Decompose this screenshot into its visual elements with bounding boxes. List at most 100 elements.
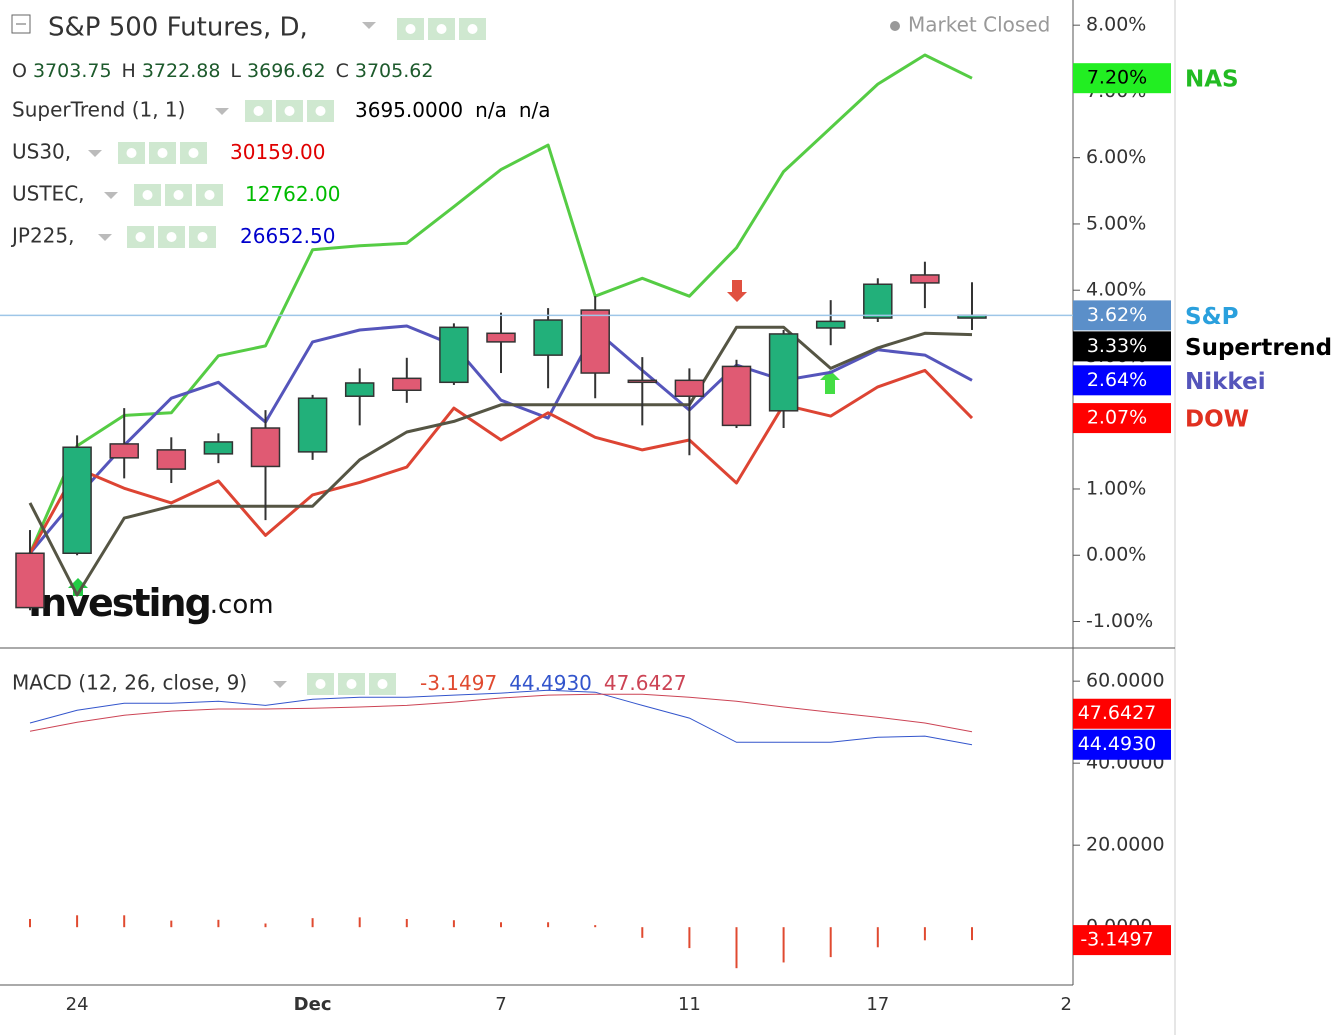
icon-glyph [315, 679, 326, 689]
x-tick-label: 2 [1060, 994, 1071, 1015]
price-tag-label: 47.6427 [1078, 702, 1157, 724]
indicator-values: 3695.0000 n/a n/a [355, 98, 551, 122]
candle-body [674, 379, 705, 397]
ohlc-value: 3703.75 [33, 60, 112, 82]
candle-body [344, 382, 375, 397]
price-tag [1073, 63, 1171, 94]
indicator-value: 26652.50 [240, 224, 335, 248]
candle-body [533, 319, 563, 356]
collapse-button[interactable] [11, 14, 31, 34]
price-tag-label: 44.4930 [1078, 733, 1157, 755]
indicator-name: MACD (12, 26, close, 9) [12, 671, 247, 695]
dropdown[interactable] [215, 108, 229, 115]
indicator-name: US30, [12, 140, 71, 164]
ohlc-key: L [230, 60, 241, 82]
ohlc-key: H [122, 60, 136, 82]
x-tick-label: 17 [866, 994, 889, 1015]
x-tick-label: 11 [678, 994, 701, 1015]
series-line [28, 324, 973, 555]
candle-body [392, 377, 422, 392]
ohlc-key: C [336, 60, 349, 82]
indicator-values: 12762.00 [245, 182, 340, 206]
candle-body [156, 449, 187, 470]
icon-glyph [253, 106, 264, 116]
y-tick-label: -1.00% [1086, 610, 1153, 632]
dropdown[interactable] [98, 234, 112, 241]
y-tick-label: 20.0000 [1086, 834, 1165, 856]
candle-body [910, 274, 940, 284]
candle-body [250, 427, 281, 468]
y-tick-label: 5.00% [1086, 212, 1146, 234]
dropdown[interactable] [362, 22, 376, 29]
series-name: DOW [1185, 407, 1249, 433]
price-tag [1073, 365, 1171, 396]
y-tick-label: 60.0000 [1086, 670, 1165, 692]
ohlc-value: 3705.62 [355, 60, 434, 82]
series-line [28, 325, 973, 597]
series-name: Supertrend [1185, 335, 1331, 361]
market-status: Market Closed [908, 13, 1050, 37]
icon-glyph [284, 106, 295, 116]
price-tag [1073, 729, 1171, 760]
x-tick-label: 7 [495, 994, 506, 1015]
icon-glyph [467, 24, 478, 34]
price-tag-label: 2.07% [1087, 407, 1147, 429]
indicator-name: JP225, [10, 224, 75, 248]
series-line [29, 689, 973, 746]
icon-glyph [135, 232, 146, 242]
icon-glyph [142, 190, 153, 200]
indicator-value: n/a [519, 98, 551, 122]
ohlc-value: 3696.62 [247, 60, 326, 82]
icon-glyph [405, 24, 416, 34]
dropdown[interactable] [273, 681, 287, 688]
y-tick-label: 0.00% [1086, 544, 1146, 566]
indicator-value: 12762.00 [245, 182, 340, 206]
indicator-name: USTEC, [12, 182, 85, 206]
dropdown[interactable] [88, 150, 102, 157]
x-tick-label: Dec [294, 994, 332, 1015]
candle-body [486, 332, 516, 343]
price-tag-label: 3.62% [1087, 304, 1147, 326]
icon-glyph [377, 679, 388, 689]
icon-glyph [166, 232, 177, 242]
price-tag-label: 3.33% [1087, 335, 1147, 357]
indicator-values: 26652.50 [240, 224, 335, 248]
icon-glyph [197, 232, 208, 242]
indicator-value: 44.4930 [509, 671, 592, 695]
dropdown[interactable] [104, 192, 118, 199]
price-tag-label: 7.20% [1087, 67, 1147, 89]
indicator-value: 3695.0000 [355, 98, 463, 122]
icon-glyph [126, 148, 137, 158]
candle-body [439, 326, 469, 384]
candle-body [768, 333, 799, 412]
sell-signal [727, 280, 747, 302]
buy-signal [820, 370, 840, 394]
watermark-brand: Investing [28, 581, 210, 625]
price-tag [1073, 331, 1171, 362]
price-tag-label: 2.64% [1087, 369, 1147, 391]
icon-glyph [346, 679, 357, 689]
series-line [28, 368, 974, 555]
price-tag-label: -3.1497 [1080, 929, 1153, 951]
candle-body [203, 441, 234, 455]
indicator-value: 30159.00 [230, 140, 325, 164]
candle-body [863, 283, 893, 319]
candle-body [627, 379, 658, 384]
series-line [29, 693, 973, 733]
x-tick-label: 24 [66, 994, 89, 1015]
icon-glyph [188, 148, 199, 158]
status-dot [890, 21, 900, 31]
price-tag [1073, 300, 1171, 331]
icon-glyph [436, 24, 447, 34]
price-tag [1073, 698, 1171, 729]
indicator-values: 30159.00 [230, 140, 325, 164]
chart-title: S&P 500 Futures, D, [48, 13, 308, 43]
indicator-value: n/a [475, 98, 507, 122]
ohlc: O 3703.75 H 3722.88 L 3696.62 C 3705.62 [12, 60, 433, 82]
icon-glyph [204, 190, 215, 200]
watermark: Investing.com [28, 581, 274, 625]
ohlc-value: 3722.88 [142, 60, 221, 82]
y-tick-label: 4.00% [1086, 279, 1146, 301]
